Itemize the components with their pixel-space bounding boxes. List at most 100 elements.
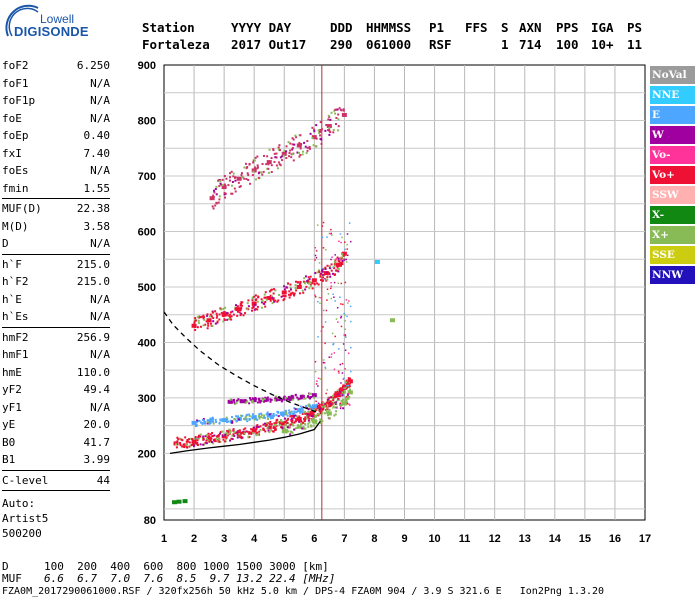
- echo-dot: [222, 438, 225, 441]
- param-row: h`F2 215.0: [2, 273, 110, 291]
- echo-dot: [292, 416, 295, 419]
- echo-dot: [314, 254, 317, 257]
- echo-dot: [347, 397, 350, 400]
- echo-point: [221, 185, 227, 190]
- echo-dot: [219, 418, 222, 421]
- echo-dot: [336, 266, 339, 269]
- echo-dot: [319, 137, 322, 140]
- echo-dot: [310, 396, 313, 399]
- echo-dot: [321, 128, 324, 131]
- echo-dot: [336, 399, 339, 402]
- echo-dot: [236, 309, 239, 312]
- echo-dot: [338, 107, 341, 110]
- echo-dot: [314, 420, 317, 423]
- echo-dot: [269, 425, 272, 428]
- echo-dot: [199, 325, 202, 328]
- echo-dot: [282, 295, 285, 298]
- echo-dot: [298, 155, 301, 158]
- echo-dot: [244, 427, 247, 430]
- echo-dot: [293, 292, 296, 295]
- echo-dot: [251, 397, 254, 400]
- echo-dot: [206, 422, 209, 425]
- echo-dot: [307, 425, 310, 428]
- echo-dot: [231, 420, 234, 423]
- echo-dot: [256, 433, 259, 436]
- echo-dot: [322, 273, 325, 276]
- echo-dot: [216, 434, 219, 437]
- echo-dot: [272, 427, 275, 430]
- echo-dot: [237, 398, 240, 401]
- echo-dot: [305, 285, 308, 288]
- echo-dot: [333, 267, 336, 270]
- echo-dot: [308, 396, 311, 399]
- echo-dot: [266, 425, 269, 428]
- echo-dot: [255, 434, 258, 437]
- echo-dot: [334, 259, 337, 262]
- echo-dot: [329, 400, 332, 403]
- echo-dot: [338, 348, 340, 350]
- echo-dot: [282, 154, 285, 157]
- echo-dot: [296, 408, 299, 411]
- echo-dot: [326, 414, 329, 417]
- echo-dot: [207, 439, 210, 442]
- echo-dot: [207, 324, 210, 327]
- echo-dot: [237, 434, 240, 437]
- trace-model-profile-solid: [169, 420, 321, 455]
- echo-dot: [238, 434, 241, 437]
- echo-dot: [256, 167, 259, 170]
- echo-dot: [282, 291, 285, 294]
- echo-dot: [271, 417, 274, 420]
- echo-dot: [333, 296, 335, 298]
- echo-dot: [188, 441, 191, 444]
- echo-dot: [322, 401, 325, 404]
- echo-dot: [277, 397, 280, 400]
- echo-dot: [272, 412, 275, 415]
- param-separator: [2, 326, 110, 328]
- echo-point: [191, 323, 197, 328]
- echo-dot: [318, 296, 321, 299]
- echo-dot: [257, 397, 260, 400]
- header-value-station: Fortaleza: [142, 37, 210, 52]
- legend-item-vo-: Vo-: [650, 146, 695, 164]
- echo-dot: [341, 400, 344, 403]
- echo-dot: [311, 137, 314, 140]
- echo-dot: [298, 415, 301, 418]
- echo-dot: [335, 258, 338, 260]
- echo-dot: [330, 232, 332, 235]
- echo-point: [335, 262, 341, 267]
- echo-point: [389, 318, 395, 323]
- echo-dot: [348, 222, 351, 224]
- echo-dot: [295, 136, 298, 139]
- parameter-table: foF2 6.250 foF1 N/A foF1p N/A foE N/A foEp 0.40 fx…: [2, 57, 110, 541]
- echo-dot: [327, 114, 330, 117]
- echo-dot: [236, 314, 239, 317]
- echo-dot: [313, 128, 316, 131]
- echo-dot: [338, 264, 341, 267]
- echo-point: [296, 284, 302, 289]
- param-label: hmE: [2, 365, 22, 379]
- echo-dot: [347, 384, 350, 387]
- echo-dot: [249, 398, 252, 401]
- echo-dot: [287, 293, 290, 296]
- echo-dot: [276, 300, 279, 303]
- echo-dot: [241, 432, 244, 435]
- echo-dot: [337, 321, 339, 323]
- echo-dot: [327, 118, 330, 121]
- echo-dot: [291, 419, 294, 422]
- echo-dot: [265, 400, 268, 403]
- echo-point: [191, 420, 197, 425]
- echo-dot: [315, 422, 318, 425]
- echo-dot: [328, 356, 331, 358]
- echo-dot: [252, 159, 255, 162]
- legend-item-nne: NNE: [650, 86, 695, 104]
- echo-dot: [349, 305, 352, 308]
- echo-dot: [310, 424, 313, 427]
- echo-dot: [340, 316, 342, 319]
- echo-dot: [313, 396, 316, 399]
- param-value: 44: [96, 473, 110, 487]
- echo-dot: [243, 166, 246, 169]
- echo-dot: [266, 399, 269, 402]
- echo-dot: [227, 184, 230, 187]
- echo-point: [191, 439, 197, 444]
- echo-dot: [277, 398, 280, 401]
